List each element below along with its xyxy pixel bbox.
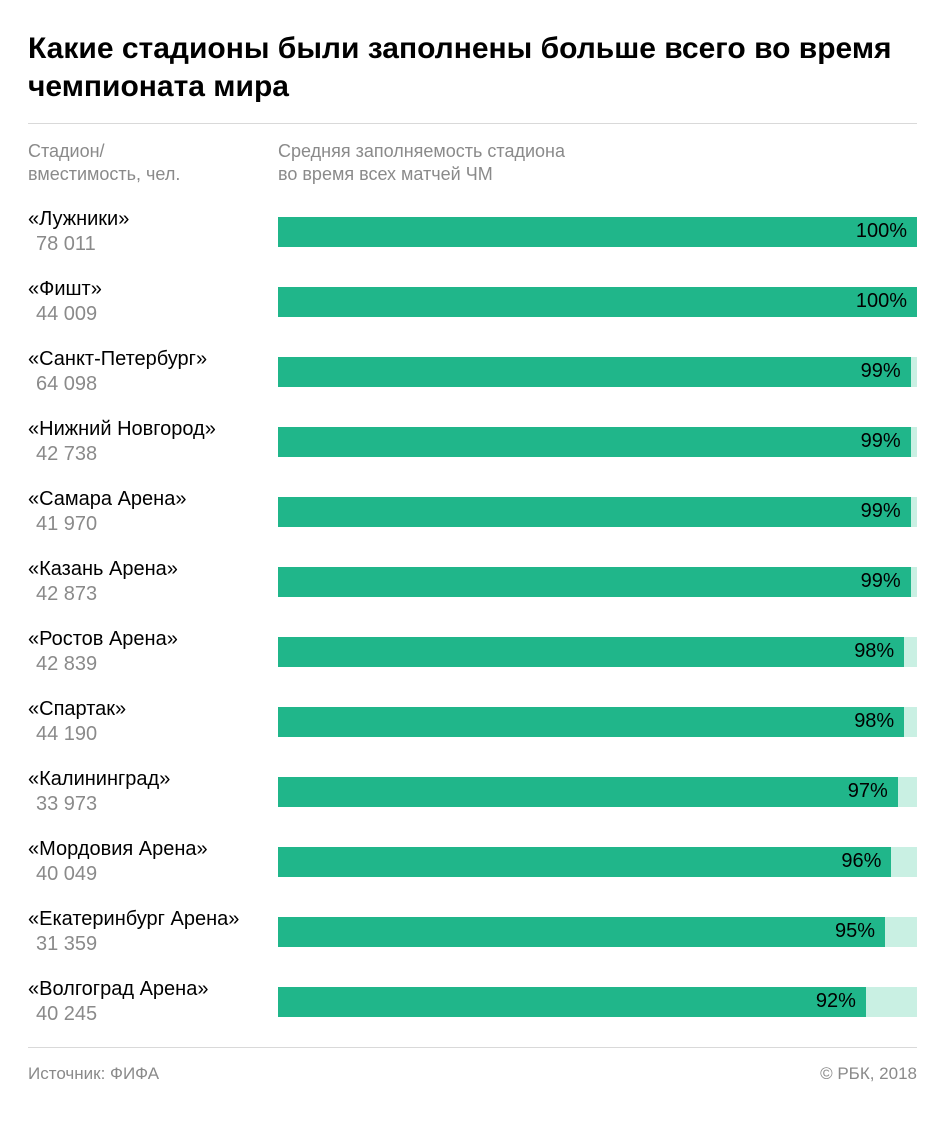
bar-value-label: 99% bbox=[861, 430, 901, 453]
row-label: «Екатеринбург Арена»31 359 bbox=[28, 907, 278, 957]
bar-track: 99% bbox=[278, 427, 917, 457]
bar-track: 98% bbox=[278, 637, 917, 667]
stadium-capacity: 41 970 bbox=[28, 512, 266, 537]
bar-track: 100% bbox=[278, 217, 917, 247]
bar-value-label: 99% bbox=[861, 570, 901, 593]
bar-row: «Самара Арена»41 970 99% bbox=[28, 487, 917, 537]
bar-fill: 98% bbox=[278, 707, 904, 737]
bar-track: 97% bbox=[278, 777, 917, 807]
bar-value-label: 95% bbox=[835, 920, 875, 943]
bar-fill: 99% bbox=[278, 357, 911, 387]
row-label: «Лужники»78 011 bbox=[28, 207, 278, 257]
column-headers: Стадион/вместимость, чел. Средняя заполн… bbox=[28, 140, 917, 187]
bar-value-label: 98% bbox=[854, 640, 894, 663]
stadium-name: «Лужники» bbox=[28, 207, 266, 232]
bar-track: 99% bbox=[278, 497, 917, 527]
bar-row: «Нижний Новгород»42 738 99% bbox=[28, 417, 917, 467]
stadium-name: «Волгоград Арена» bbox=[28, 977, 266, 1002]
stadium-capacity: 44 190 bbox=[28, 722, 266, 747]
stadium-capacity: 42 873 bbox=[28, 582, 266, 607]
bar-track: 96% bbox=[278, 847, 917, 877]
copyright-text: © РБК, 2018 bbox=[820, 1064, 917, 1084]
stadium-name: «Самара Арена» bbox=[28, 487, 266, 512]
stadium-capacity: 33 973 bbox=[28, 792, 266, 817]
bar-fill: 95% bbox=[278, 917, 885, 947]
bar-track: 92% bbox=[278, 987, 917, 1017]
bar-fill: 92% bbox=[278, 987, 866, 1017]
row-label: «Спартак»44 190 bbox=[28, 697, 278, 747]
stadium-capacity: 42 738 bbox=[28, 442, 266, 467]
chart-title: Какие стадионы были заполнены больше все… bbox=[28, 30, 917, 105]
bar-fill: 100% bbox=[278, 217, 917, 247]
stadium-capacity: 64 098 bbox=[28, 372, 266, 397]
row-label: «Нижний Новгород»42 738 bbox=[28, 417, 278, 467]
header-left: Стадион/вместимость, чел. bbox=[28, 140, 278, 187]
bar-row: «Волгоград Арена»40 245 92% bbox=[28, 977, 917, 1027]
bar-track: 99% bbox=[278, 567, 917, 597]
row-label: «Калининград»33 973 bbox=[28, 767, 278, 817]
row-label: «Ростов Арена»42 839 bbox=[28, 627, 278, 677]
bar-row: «Ростов Арена»42 839 98% bbox=[28, 627, 917, 677]
bar-value-label: 99% bbox=[861, 360, 901, 383]
bar-value-label: 100% bbox=[856, 220, 907, 243]
bar-row: «Мордовия Арена»40 049 96% bbox=[28, 837, 917, 887]
stadium-name: «Санкт-Петербург» bbox=[28, 347, 266, 372]
row-label: «Фишт»44 009 bbox=[28, 277, 278, 327]
stadium-name: «Екатеринбург Арена» bbox=[28, 907, 266, 932]
stadium-name: «Фишт» bbox=[28, 277, 266, 302]
bar-track: 100% bbox=[278, 287, 917, 317]
stadium-name: «Казань Арена» bbox=[28, 557, 266, 582]
stadium-name: «Нижний Новгород» bbox=[28, 417, 266, 442]
bar-row: «Санкт-Петербург»64 098 99% bbox=[28, 347, 917, 397]
header-right: Средняя заполняемость стадионаво время в… bbox=[278, 140, 917, 187]
row-label: «Самара Арена»41 970 bbox=[28, 487, 278, 537]
stadium-name: «Спартак» bbox=[28, 697, 266, 722]
row-label: «Мордовия Арена»40 049 bbox=[28, 837, 278, 887]
divider-bottom bbox=[28, 1047, 917, 1048]
stadium-capacity: 78 011 bbox=[28, 232, 266, 257]
bar-fill: 98% bbox=[278, 637, 904, 667]
bar-value-label: 99% bbox=[861, 500, 901, 523]
stadium-capacity: 40 049 bbox=[28, 862, 266, 887]
stadium-capacity: 44 009 bbox=[28, 302, 266, 327]
row-label: «Казань Арена»42 873 bbox=[28, 557, 278, 607]
stadium-capacity: 42 839 bbox=[28, 652, 266, 677]
bar-fill: 96% bbox=[278, 847, 891, 877]
bar-row: «Калининград»33 973 97% bbox=[28, 767, 917, 817]
bar-fill: 99% bbox=[278, 497, 911, 527]
bar-row: «Екатеринбург Арена»31 359 95% bbox=[28, 907, 917, 957]
stadium-capacity: 31 359 bbox=[28, 932, 266, 957]
stadium-capacity: 40 245 bbox=[28, 1002, 266, 1027]
bar-fill: 97% bbox=[278, 777, 898, 807]
bar-fill: 99% bbox=[278, 427, 911, 457]
stadium-name: «Калининград» bbox=[28, 767, 266, 792]
source-text: Источник: ФИФА bbox=[28, 1064, 159, 1084]
bar-track: 99% bbox=[278, 357, 917, 387]
bar-fill: 99% bbox=[278, 567, 911, 597]
chart-footer: Источник: ФИФА © РБК, 2018 bbox=[28, 1064, 917, 1084]
bar-row: «Казань Арена»42 873 99% bbox=[28, 557, 917, 607]
divider-top bbox=[28, 123, 917, 124]
bar-value-label: 97% bbox=[848, 780, 888, 803]
bar-value-label: 100% bbox=[856, 290, 907, 313]
row-label: «Санкт-Петербург»64 098 bbox=[28, 347, 278, 397]
bar-value-label: 98% bbox=[854, 710, 894, 733]
bar-row: «Фишт»44 009 100% bbox=[28, 277, 917, 327]
bar-value-label: 96% bbox=[841, 850, 881, 873]
bar-track: 98% bbox=[278, 707, 917, 737]
bar-value-label: 92% bbox=[816, 990, 856, 1013]
bar-fill: 100% bbox=[278, 287, 917, 317]
row-label: «Волгоград Арена»40 245 bbox=[28, 977, 278, 1027]
bar-row: «Спартак»44 190 98% bbox=[28, 697, 917, 747]
stadium-name: «Мордовия Арена» bbox=[28, 837, 266, 862]
bar-track: 95% bbox=[278, 917, 917, 947]
bar-rows: «Лужники»78 011 100% «Фишт»44 009 100% «Санк… bbox=[28, 207, 917, 1027]
stadium-name: «Ростов Арена» bbox=[28, 627, 266, 652]
bar-row: «Лужники»78 011 100% bbox=[28, 207, 917, 257]
